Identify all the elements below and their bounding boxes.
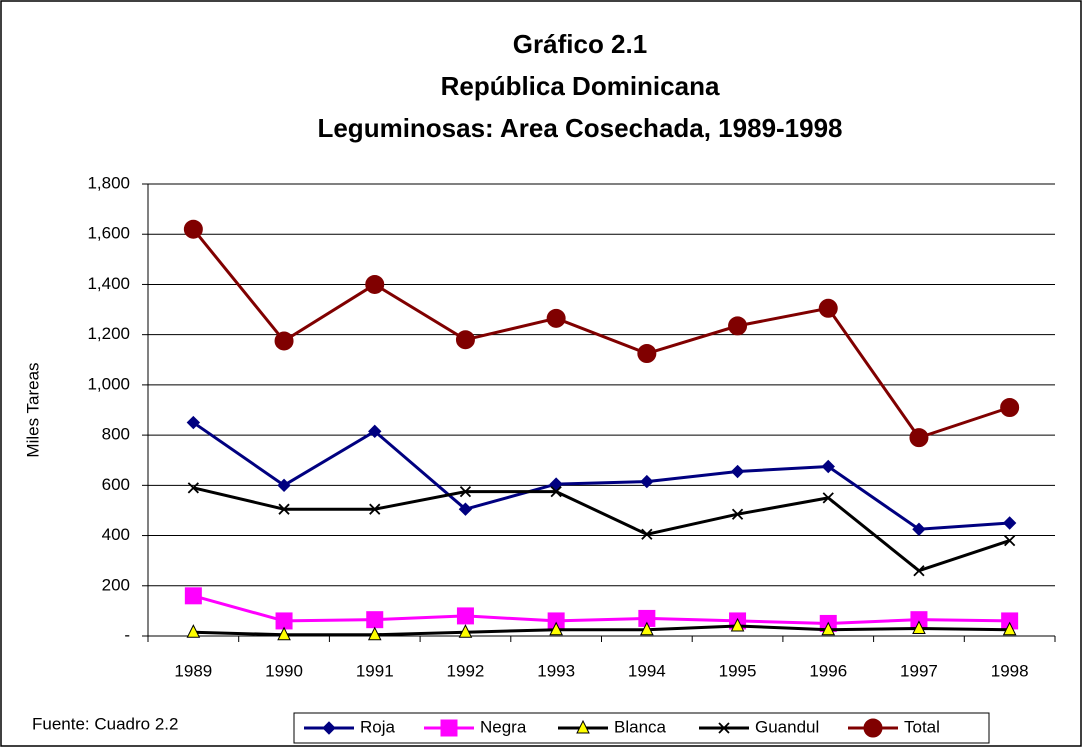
data-point <box>637 344 657 363</box>
legend-marker <box>440 719 458 737</box>
legend-label: Negra <box>480 717 527 736</box>
y-tick-label: - <box>124 625 130 644</box>
data-point <box>459 485 472 498</box>
series-line <box>192 421 1010 531</box>
y-tick-label: 800 <box>102 425 130 444</box>
data-point <box>278 503 290 515</box>
data-point <box>549 477 563 491</box>
data-point <box>1004 534 1016 547</box>
legend-label: Guandul <box>755 717 819 736</box>
source-note: Fuente: Cuadro 2.2 <box>32 714 178 733</box>
data-point <box>821 621 836 636</box>
x-tick-label: 1998 <box>991 661 1029 680</box>
data-point <box>186 415 201 430</box>
data-point <box>730 617 745 632</box>
series-line <box>193 486 1011 573</box>
data-point <box>187 482 199 494</box>
chart-title: Gráfico 2.1 <box>513 29 647 59</box>
data-point <box>275 612 293 630</box>
data-point <box>186 624 201 638</box>
legend-label: Blanca <box>614 717 667 736</box>
data-point <box>730 464 745 479</box>
series-line <box>192 228 1011 440</box>
legend-marker <box>863 718 883 738</box>
data-point <box>274 331 294 351</box>
x-tick-label: 1993 <box>537 661 575 680</box>
data-point <box>367 626 382 641</box>
data-point <box>731 508 744 520</box>
data-point <box>1002 516 1017 530</box>
chart-title: Leguminosas: Area Cosechada, 1989-1998 <box>317 113 842 143</box>
series-line <box>193 624 1010 637</box>
y-tick-label: 200 <box>102 575 130 594</box>
data-point <box>277 626 291 641</box>
chart-title: República Dominicana <box>441 71 720 101</box>
data-point <box>455 330 475 350</box>
data-point <box>458 624 473 638</box>
y-tick-label: 1,000 <box>87 374 130 393</box>
legend-marker <box>576 719 590 734</box>
x-tick-label: 1994 <box>628 661 666 680</box>
x-tick-label: 1996 <box>809 661 847 680</box>
data-point <box>368 424 382 439</box>
y-tick-label: 1,800 <box>87 173 130 192</box>
data-point <box>640 474 654 489</box>
y-tick-label: 1,200 <box>87 324 130 343</box>
x-tick-label: 1990 <box>265 661 303 680</box>
data-point <box>365 274 385 294</box>
data-point <box>369 503 381 515</box>
data-point <box>277 478 291 493</box>
data-point <box>818 298 838 318</box>
x-tick-label: 1991 <box>356 661 394 680</box>
data-point <box>822 492 834 504</box>
y-tick-label: 400 <box>102 525 130 544</box>
legend-marker <box>322 721 336 735</box>
data-point <box>913 565 925 577</box>
data-point <box>458 502 473 516</box>
y-tick-label: 600 <box>102 475 130 494</box>
data-point <box>549 621 563 636</box>
data-point <box>821 459 835 474</box>
data-point <box>184 587 202 605</box>
x-tick-label: 1997 <box>900 661 938 680</box>
data-point <box>912 522 926 536</box>
x-tick-label: 1992 <box>447 661 485 680</box>
data-point <box>641 528 653 540</box>
data-point <box>912 620 926 634</box>
legend-label: Total <box>904 717 940 736</box>
y-tick-label: 1,600 <box>87 224 130 243</box>
data-point <box>1002 621 1017 636</box>
y-tick-label: 1,400 <box>87 274 130 293</box>
data-point <box>546 308 566 328</box>
data-point <box>366 611 384 629</box>
data-point <box>909 428 929 448</box>
legend-marker <box>718 722 730 734</box>
data-point <box>1000 397 1020 417</box>
series-line <box>192 594 1010 625</box>
x-tick-label: 1995 <box>719 661 757 680</box>
data-point <box>640 621 654 636</box>
y-axis-label: Miles Tareas <box>23 362 42 457</box>
data-point <box>456 607 474 625</box>
legend-label: Roja <box>360 717 396 736</box>
data-point <box>183 219 203 239</box>
data-point <box>728 316 748 336</box>
data-point <box>550 485 562 498</box>
x-tick-label: 1989 <box>174 661 212 680</box>
